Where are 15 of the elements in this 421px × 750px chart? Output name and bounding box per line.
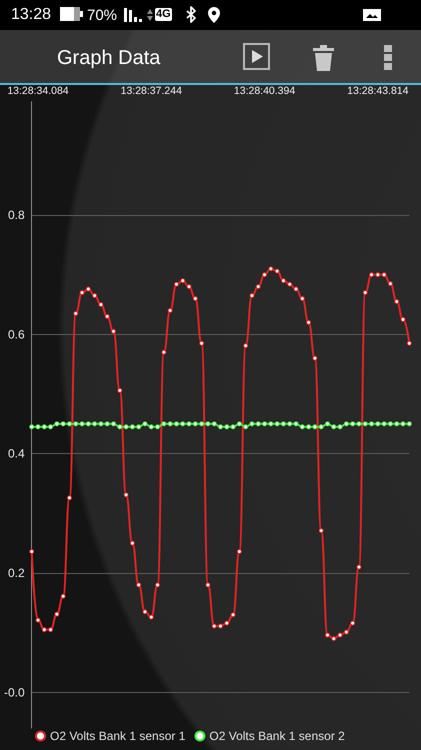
y-tick-label: 0.2	[8, 566, 26, 580]
x-tick-label: 13:28:43.814	[347, 85, 409, 98]
chart-title: Graph Data	[57, 47, 160, 69]
x-tick-label: 13:28:40.394	[234, 85, 296, 98]
x-tick-label: 13:28:34.084	[7, 85, 69, 98]
legend-label: O2 Volts Bank 1 sensor 1	[50, 729, 186, 743]
legend-label: O2 Volts Bank 1 sensor 2	[209, 729, 346, 743]
y-tick-label: 0.8	[8, 208, 26, 222]
text: 13:28	[11, 6, 52, 23]
y-tick-label: -0.0	[4, 685, 26, 700]
y-tick-label: 0.6	[8, 327, 26, 342]
text: 4G	[155, 8, 172, 21]
text: 70%	[87, 6, 118, 24]
y-tick-label: 0.4	[8, 446, 26, 461]
x-tick-label: 13:28:37.244	[120, 85, 182, 98]
